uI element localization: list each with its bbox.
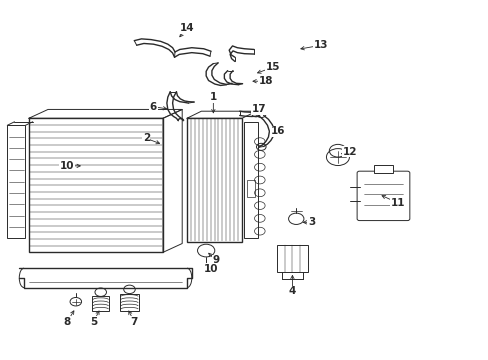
Bar — [373, 165, 392, 173]
Bar — [120, 294, 139, 311]
Text: 5: 5 — [90, 317, 97, 327]
Text: 17: 17 — [251, 104, 265, 114]
Text: 18: 18 — [258, 76, 273, 86]
Text: 14: 14 — [179, 23, 194, 33]
Text: 10: 10 — [203, 264, 218, 274]
Text: 6: 6 — [149, 102, 157, 112]
Text: 16: 16 — [270, 126, 285, 136]
Text: 1: 1 — [209, 92, 217, 102]
Text: 2: 2 — [142, 133, 150, 143]
Text: 3: 3 — [307, 217, 315, 227]
Bar — [244, 122, 257, 238]
Bar — [277, 245, 307, 272]
Bar — [7, 125, 25, 238]
Bar — [29, 118, 163, 252]
Text: 4: 4 — [288, 286, 296, 296]
Text: 13: 13 — [313, 40, 328, 50]
Bar — [92, 296, 109, 311]
Text: 9: 9 — [212, 256, 219, 265]
Text: 11: 11 — [390, 198, 404, 208]
Text: 10: 10 — [60, 161, 74, 171]
FancyBboxPatch shape — [356, 171, 409, 221]
Bar — [247, 180, 255, 198]
Text: 8: 8 — [63, 317, 71, 327]
Text: 12: 12 — [342, 147, 356, 157]
Bar — [186, 118, 242, 242]
Text: 7: 7 — [130, 317, 138, 327]
Text: 15: 15 — [265, 62, 280, 72]
